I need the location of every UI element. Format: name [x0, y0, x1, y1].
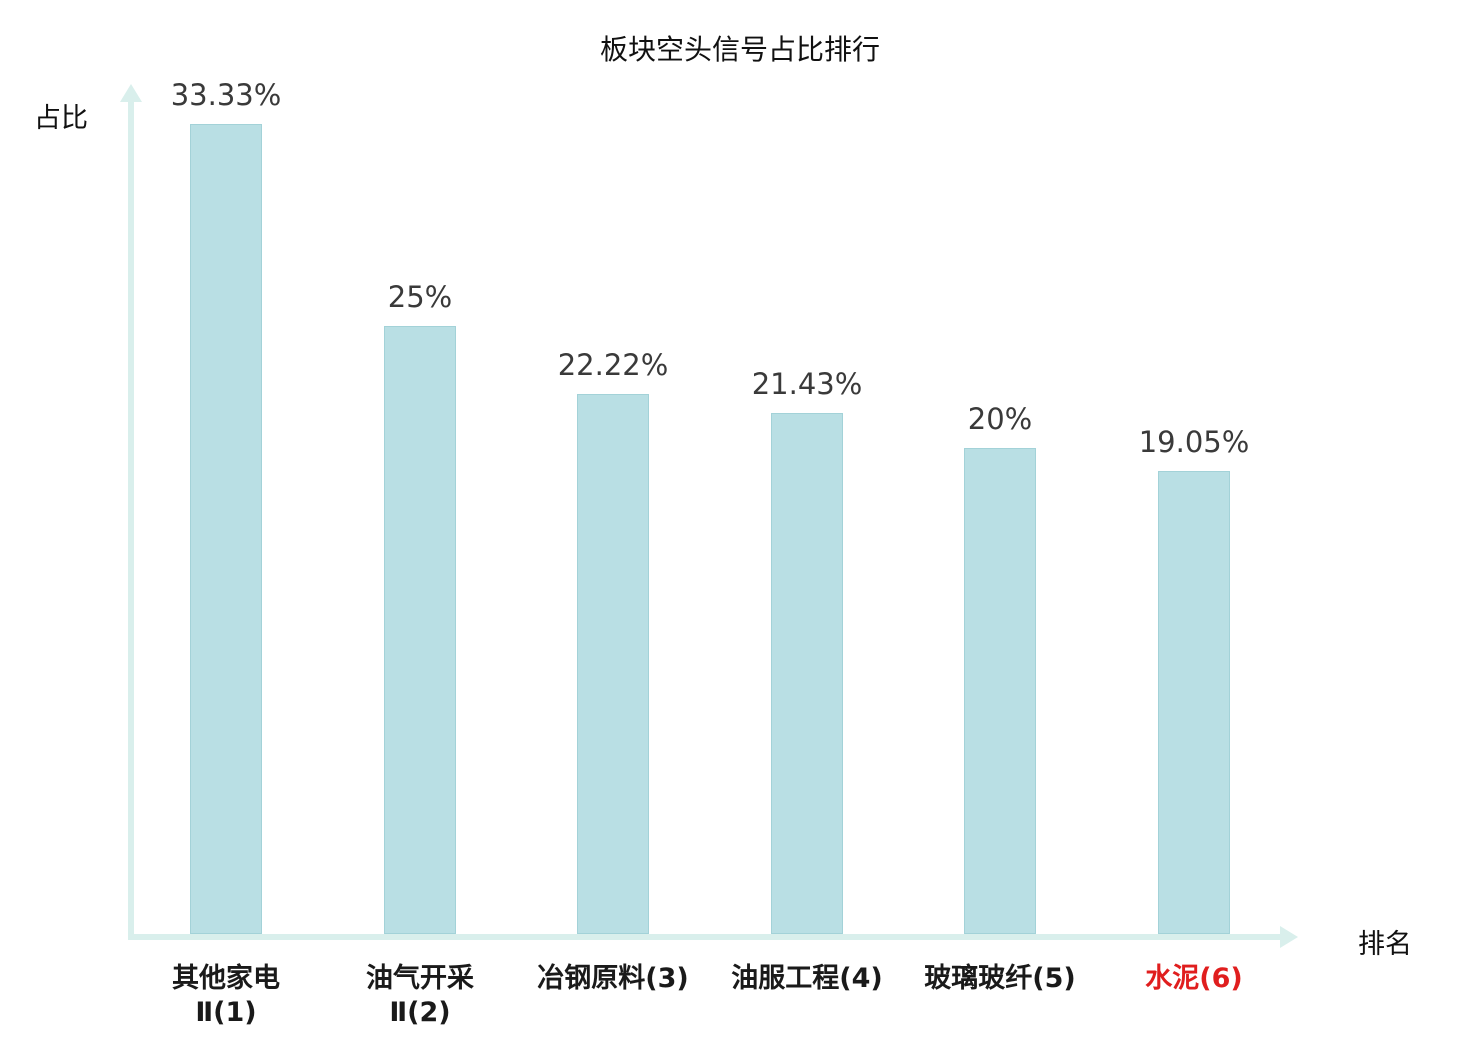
y-axis-label: 占比 — [34, 103, 88, 134]
category-label: 冶钢原料(3) — [537, 963, 689, 994]
y-axis-arrow-icon — [120, 84, 142, 102]
bar — [1158, 471, 1230, 934]
x-axis-arrow-icon — [1280, 926, 1298, 948]
bar — [771, 413, 843, 934]
bar — [190, 124, 262, 934]
bar-value-label: 25% — [387, 280, 453, 314]
category-label: 水泥(6) — [1145, 963, 1243, 994]
bar-value-label: 20% — [967, 402, 1033, 436]
bar — [577, 394, 649, 934]
bar-value-label: 22.22% — [557, 348, 669, 382]
x-axis-line — [128, 934, 1284, 940]
bar-value-label: 21.43% — [751, 367, 863, 401]
bar — [384, 326, 456, 934]
bar — [964, 448, 1036, 934]
bar-value-label: 33.33% — [170, 78, 282, 112]
y-axis-line — [128, 100, 134, 940]
category-label: 油服工程(4) — [731, 963, 883, 994]
category-label: 油气开采 Ⅱ(2) — [366, 963, 474, 1028]
chart-title: 板块空头信号占比排行 — [599, 33, 880, 66]
category-label: 其他家电 Ⅱ(1) — [172, 963, 280, 1028]
x-axis-label: 排名 — [1358, 929, 1412, 960]
bar-value-label: 19.05% — [1138, 425, 1250, 459]
category-label: 玻璃玻纤(5) — [924, 963, 1076, 994]
